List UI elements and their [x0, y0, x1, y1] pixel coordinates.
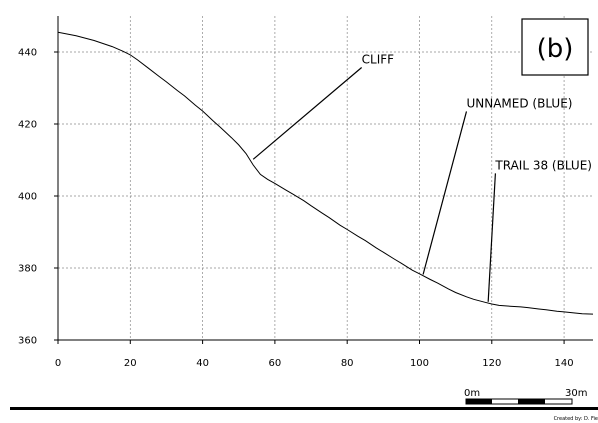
scale-bar-end-label: 30m — [565, 388, 587, 399]
annotation-leader-line — [487, 173, 496, 302]
scale-bar: 0m 30m — [464, 388, 587, 405]
y-tick-label: 440 — [18, 48, 37, 59]
x-tick-label: 20 — [124, 358, 137, 369]
panel-label-box: (b) — [521, 18, 589, 76]
x-tick-label: 120 — [482, 358, 501, 369]
scale-bar-start-label: 0m — [464, 388, 480, 399]
annotation-label: TRAIL 38 (BLUE) — [494, 158, 592, 172]
scale-bar-segment — [466, 399, 492, 404]
credit-text: Created by: D. Fie — [554, 416, 598, 422]
y-tick-label: 360 — [18, 336, 37, 347]
annotation-leader-line — [422, 111, 468, 275]
x-tick-label: 40 — [196, 358, 209, 369]
bottom-border — [10, 407, 598, 410]
tick-labels: 0 20 40 60 80 100 120 140 360 380 400 420 440 — [18, 48, 574, 370]
annotation-label: CLIFF — [362, 53, 395, 67]
x-tick-label: 100 — [410, 358, 429, 369]
y-tick-label: 380 — [18, 264, 37, 275]
x-tick-label: 140 — [555, 358, 574, 369]
x-tick-label: 80 — [341, 358, 354, 369]
elevation-profile-line — [57, 31, 594, 315]
panel-label: (b) — [537, 34, 574, 64]
y-tick-label: 400 — [18, 192, 37, 203]
annotations: CLIFF UNNAMED (BLUE) TRAIL 38 (BLUE) — [252, 53, 592, 302]
x-tick-label: 0 — [55, 358, 61, 369]
scale-bar-segment — [518, 399, 545, 404]
annotation-leader-line — [252, 67, 363, 160]
y-tick-label: 420 — [18, 120, 37, 131]
x-tick-label: 60 — [269, 358, 282, 369]
annotation-label: UNNAMED (BLUE) — [466, 96, 572, 110]
axes — [54, 16, 593, 344]
